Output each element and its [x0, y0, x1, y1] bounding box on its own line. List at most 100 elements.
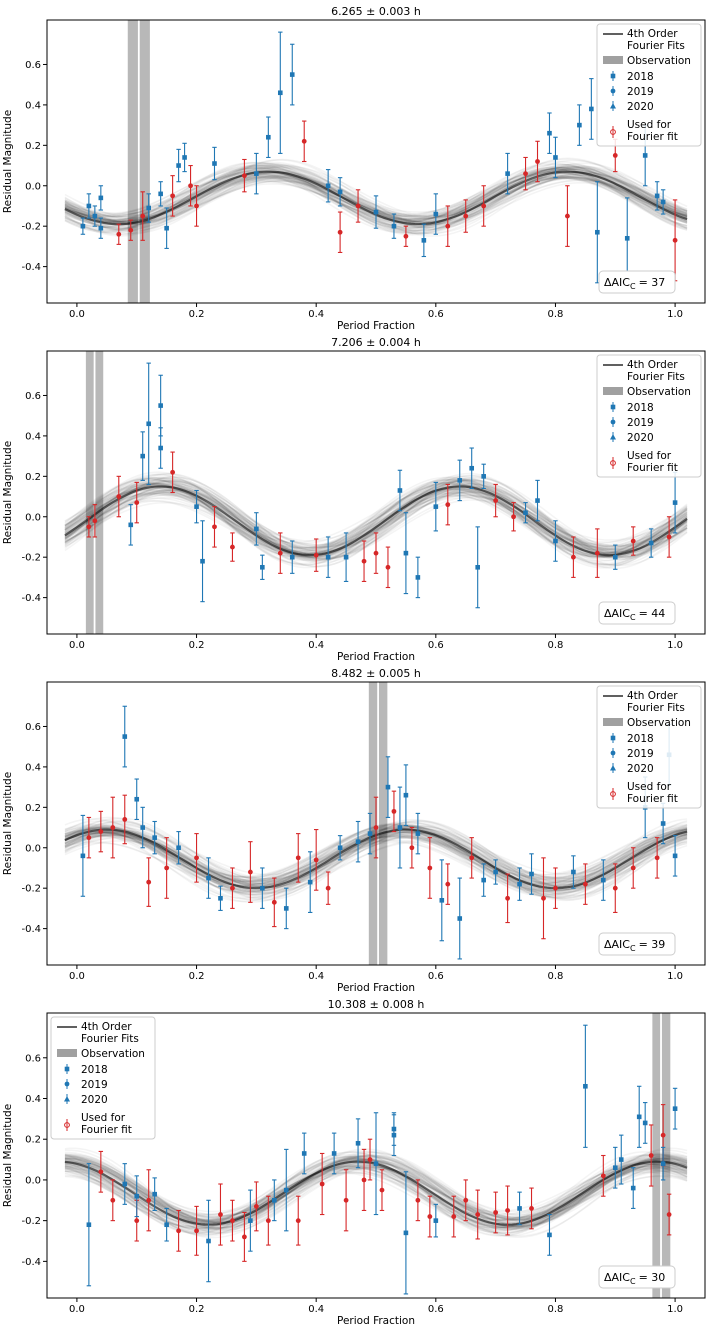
fit-curve: [64, 480, 688, 548]
data-marker: [283, 1187, 289, 1193]
observation-point-2018: [146, 362, 151, 485]
data-marker: [493, 1210, 499, 1215]
fourier-used-point: [612, 863, 618, 913]
legend-used-label: Used for: [627, 450, 672, 462]
data-marker: [630, 1185, 636, 1191]
legend-fit-label-2: Fourier Fits: [81, 1033, 139, 1045]
x-tick-label: 0.4: [308, 1304, 324, 1315]
fit-curve: [64, 482, 688, 549]
legend-marker-used: [610, 460, 616, 466]
data-marker: [176, 163, 181, 168]
data-marker: [277, 550, 283, 556]
data-marker: [260, 885, 265, 891]
data-marker: [594, 550, 600, 556]
data-marker: [415, 1197, 421, 1203]
chart-title: 8.482 ± 0.005 h: [331, 667, 421, 680]
fit-curve: [64, 485, 688, 550]
fourier-used-point: [194, 833, 199, 883]
data-marker: [343, 1197, 349, 1203]
fourier-used-point: [505, 873, 510, 924]
observation-point-2018: [523, 502, 528, 524]
data-marker: [475, 1212, 481, 1217]
x-tick-label: 0.6: [428, 1304, 444, 1315]
data-marker: [403, 1230, 409, 1236]
x-tick-label: 0.4: [308, 971, 324, 982]
fit-curve: [64, 482, 688, 548]
x-tick-label: 0.4: [308, 640, 324, 651]
data-marker: [511, 514, 516, 520]
observation-band: [368, 682, 378, 965]
legend-fit-label-2: Fourier Fits: [627, 40, 685, 52]
legend-year-label: 2018: [627, 733, 654, 745]
data-marker: [283, 906, 289, 911]
fourier-used-point: [445, 863, 451, 905]
chart-panel-4: 0.0 0.2 0.4 0.6 0.8 1.0 -0.4 -0.2 0.0 0.2 0.4 0.6 10…: [2, 998, 706, 1327]
observation-point-2018: [433, 481, 439, 532]
data-points: [86, 362, 678, 609]
axes-frame: [46, 19, 706, 304]
fit-curve: [64, 481, 688, 559]
x-axis-label: Period Fraction: [337, 982, 415, 994]
observation-point-2018: [648, 528, 654, 558]
observation-point-2018: [630, 1167, 636, 1209]
fourier-used-point: [98, 810, 104, 853]
data-marker: [589, 106, 594, 112]
observation-point-2018: [146, 193, 151, 223]
observation-point-2018: [80, 814, 86, 897]
data-marker: [212, 524, 217, 530]
fourier-used-point: [140, 191, 146, 241]
observation-point-2018: [355, 820, 361, 863]
x-tick-label: 0.2: [189, 1304, 205, 1315]
observation-point-2018: [176, 831, 181, 865]
data-marker: [170, 469, 176, 475]
data-marker: [624, 236, 630, 241]
plot-area: [64, 20, 688, 303]
fourier-used-point: [367, 1138, 373, 1181]
fourier-used-point: [343, 1169, 349, 1232]
data-marker: [242, 173, 247, 179]
data-marker: [194, 203, 199, 209]
data-marker: [553, 885, 558, 891]
data-marker: [206, 875, 211, 881]
legend-fit-label: 4th Order: [627, 28, 678, 40]
observation-band: [139, 20, 150, 303]
aic-value: = 37: [639, 276, 666, 289]
data-marker: [176, 845, 181, 851]
fourier-used-point: [295, 833, 301, 883]
data-marker: [86, 1222, 92, 1228]
fit-curve: [64, 488, 688, 552]
data-marker: [385, 564, 391, 570]
y-tick-label: 0.4: [25, 100, 41, 111]
data-marker: [463, 1197, 469, 1203]
fit-curve: [64, 483, 688, 558]
aic-label: ΔAIC: [604, 938, 630, 951]
observation-point-2018: [589, 78, 594, 140]
fit-curve: [64, 473, 688, 558]
legend-marker-triangle: [610, 434, 616, 440]
fourier-used-point: [541, 857, 546, 940]
legend-year-label: 2020: [627, 432, 654, 444]
fit-curve: [64, 478, 688, 566]
legend-year-label: 2020: [627, 101, 654, 113]
y-tick-label: 0.6: [25, 1053, 41, 1064]
fourier-used-point: [110, 1179, 116, 1222]
y-tick-label: -0.4: [21, 1257, 41, 1268]
aic-value: = 39: [639, 938, 666, 951]
fourier-used-point: [194, 185, 199, 227]
data-marker: [367, 1157, 373, 1162]
fourier-used-point: [523, 156, 528, 191]
observation-point-2018: [571, 855, 576, 889]
data-marker: [660, 1161, 666, 1166]
fourier-used-point: [116, 223, 122, 245]
data-marker: [301, 1151, 307, 1156]
data-marker: [600, 1173, 606, 1179]
legend-fit-label: 4th Order: [81, 1021, 132, 1033]
data-marker: [427, 1214, 433, 1219]
fit-curve: [64, 477, 688, 565]
legend-fit-label-2: Fourier Fits: [627, 371, 685, 383]
legend-fit-label-2: Fourier Fits: [627, 702, 685, 714]
observation-point-2018: [331, 1132, 337, 1175]
data-marker: [403, 233, 409, 239]
fit-curve-median: [64, 485, 688, 557]
